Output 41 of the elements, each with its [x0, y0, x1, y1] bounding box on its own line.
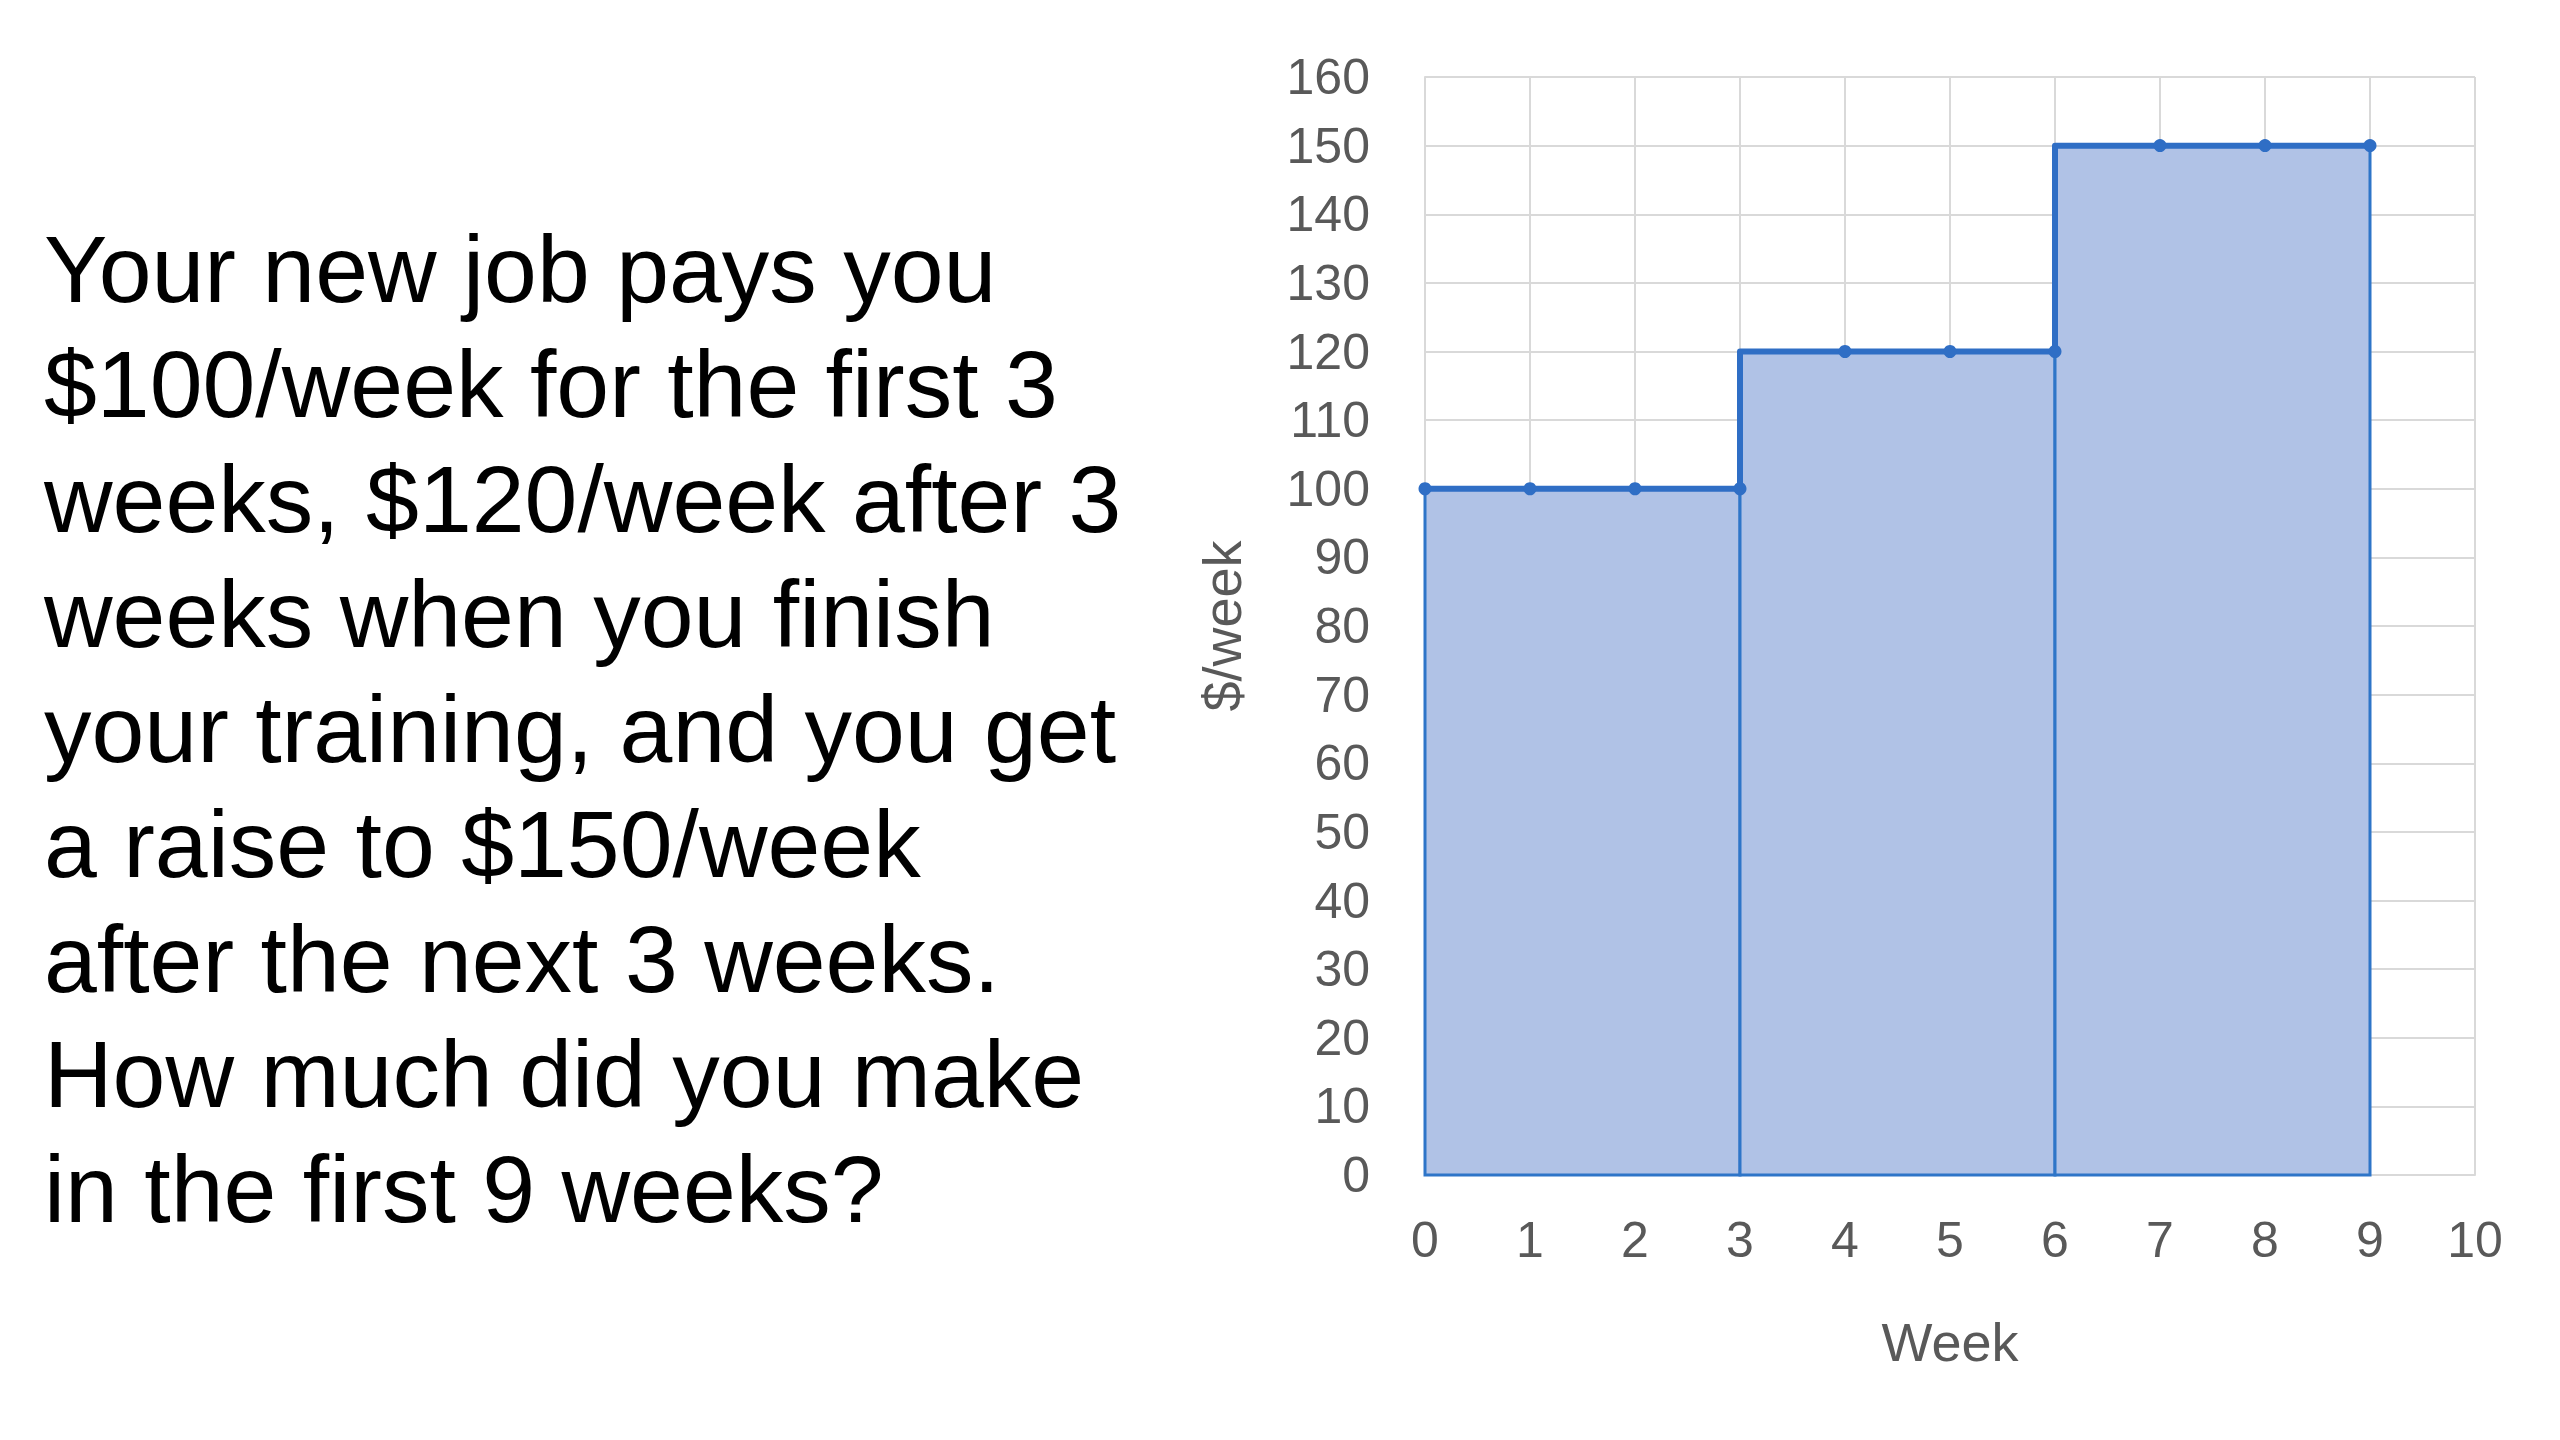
y-tick-label: 120 [1286, 323, 1370, 380]
point [1733, 482, 1747, 496]
y-tick-label: 150 [1286, 117, 1370, 174]
y-tick-label: 40 [1314, 872, 1370, 929]
y-axis-title: $/week [1192, 539, 1252, 712]
x-tick-label: 3 [1726, 1212, 1754, 1268]
point [1838, 345, 1852, 358]
y-tick-label: 130 [1286, 254, 1370, 311]
y-tick-label: 100 [1286, 460, 1370, 517]
y-tick-label: 90 [1314, 529, 1370, 586]
point [1943, 345, 1957, 358]
y-tick-label: 80 [1314, 598, 1370, 654]
x-tick-label: 0 [1411, 1212, 1439, 1268]
x-tick-label: 5 [1936, 1212, 1964, 1268]
point [2258, 139, 2272, 153]
point [2153, 139, 2167, 153]
y-tick-label: 20 [1314, 1009, 1370, 1066]
y-tick-label: 110 [1290, 392, 1370, 449]
x-tick-label: 6 [2041, 1212, 2069, 1268]
x-tick-label: 7 [2146, 1212, 2174, 1268]
y-tick-label: 140 [1286, 186, 1370, 243]
point [2048, 345, 2062, 358]
point [1628, 482, 1642, 496]
y-tick-label: 160 [1286, 49, 1370, 105]
x-tick-label: 9 [2356, 1212, 2384, 1268]
point [1523, 482, 1537, 496]
point [2363, 139, 2377, 153]
y-tick-label: 50 [1314, 803, 1370, 860]
y-tick-label: 70 [1314, 666, 1370, 723]
x-tick-label: 4 [1831, 1212, 1859, 1268]
x-tick-label: 1 [1516, 1212, 1544, 1268]
point [1418, 482, 1432, 496]
y-tick-label: 10 [1314, 1078, 1370, 1135]
x-tick-label: 10 [2447, 1212, 2503, 1268]
y-tick-label: 30 [1314, 941, 1370, 998]
text: Your new job pays you $100/week for the first 3 weeks, $120/week after 3 weeks when you finish your training, and you get a raise to $150/week after the next 3 weeks. How much did you make in the first 9 weeks? [44, 216, 1122, 1242]
x-axis-title: Week [1881, 1312, 2020, 1372]
x-tick-label: 2 [1621, 1212, 1649, 1268]
y-tick-label: 0 [1342, 1147, 1370, 1203]
x-tick-label: 8 [2251, 1212, 2279, 1268]
y-tick-label: 60 [1314, 735, 1370, 792]
